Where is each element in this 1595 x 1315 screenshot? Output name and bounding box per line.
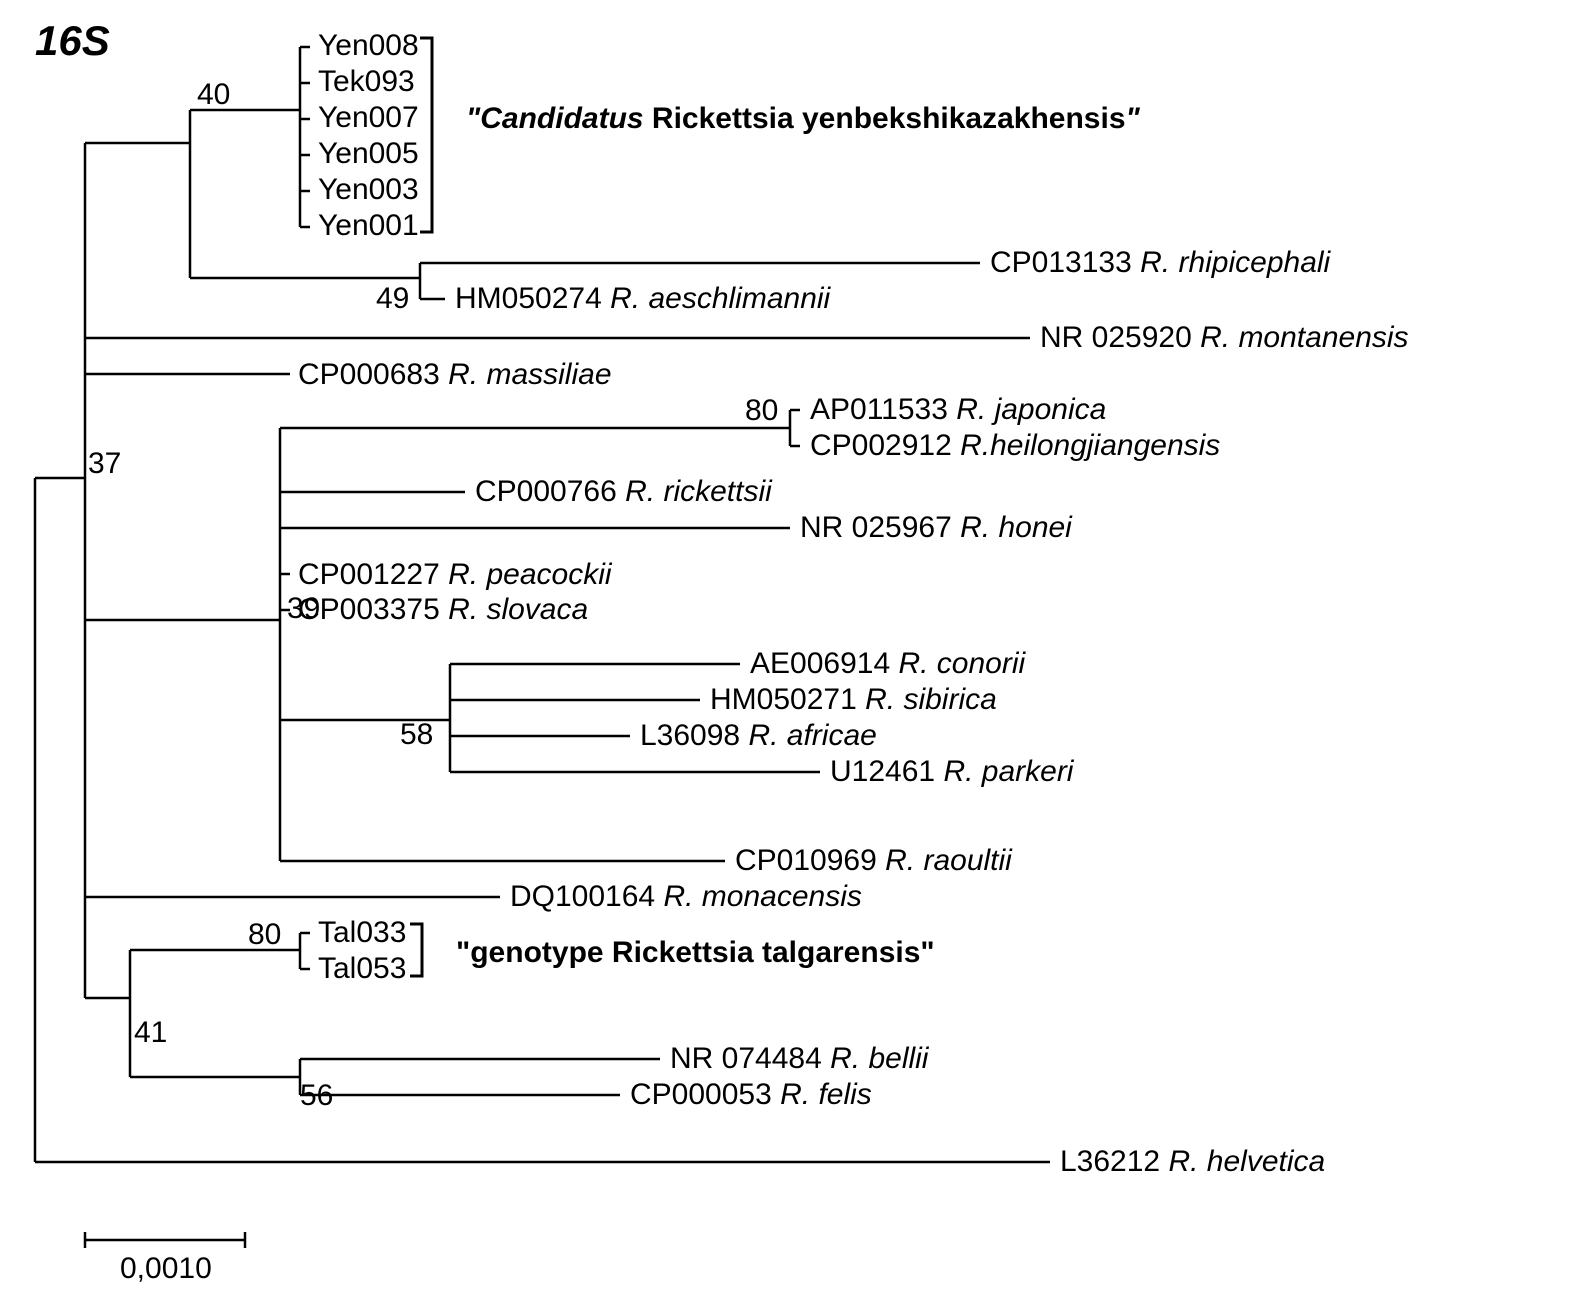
- tip-label-Tal033: Tal033: [318, 916, 406, 949]
- tip-label-felis: CP000053 R. felis: [630, 1078, 872, 1111]
- tip-label-honei: NR 025967 R. honei: [800, 511, 1073, 544]
- tip-label-sibir: HM050271 R. sibirica: [710, 683, 997, 716]
- tip-label-Yen003: Yen003: [318, 173, 419, 206]
- tip-label-aesch: HM050274 R. aeschlimannii: [455, 282, 832, 315]
- bootstrap-value: 49: [376, 282, 409, 315]
- tip-label-afric: L36098 R. africae: [640, 719, 877, 752]
- bootstrap-value: 80: [248, 918, 281, 951]
- tip-label-mont: NR 025920 R. montanensis: [1040, 321, 1409, 354]
- tip-label-raoult: CP010969 R. raoultii: [735, 844, 1013, 877]
- bootstrap-value: 37: [88, 447, 121, 480]
- yen-bracket: [420, 38, 432, 232]
- tip-label-park: U12461 R. parkeri: [830, 755, 1075, 788]
- tip-label-heilo: CP002912 R.heilongjiangensis: [810, 429, 1220, 462]
- bootstrap-value: 80: [745, 394, 778, 427]
- tip-label-massi: CP000683 R. massiliae: [298, 358, 612, 391]
- tip-label-Yen008: Yen008: [318, 29, 419, 62]
- tal-bracket-label: "genotype Rickettsia talgarensis": [456, 936, 935, 969]
- phylogenetic-tree: 16S404937803958804156Yen008Tek093Yen007Y…: [0, 0, 1595, 1315]
- tip-label-Tal053: Tal053: [318, 952, 406, 985]
- bootstrap-value: 56: [300, 1079, 333, 1112]
- scale-bar-label: 0,0010: [120, 1252, 212, 1285]
- bootstrap-value: 41: [134, 1016, 167, 1049]
- bootstrap-value: 40: [197, 78, 230, 111]
- tip-label-bell: NR 074484 R. bellii: [670, 1042, 930, 1075]
- tip-label-helv: L36212 R. helvetica: [1060, 1145, 1325, 1178]
- tip-label-conor: AE006914 R. conorii: [750, 647, 1027, 680]
- tal-bracket: [410, 924, 422, 976]
- bootstrap-value: 58: [400, 718, 433, 751]
- gene-title: 16S: [35, 17, 110, 64]
- tip-label-rhipi: CP013133 R. rhipicephali: [990, 246, 1332, 279]
- tip-label-Tek093: Tek093: [318, 65, 415, 98]
- tip-label-rick: CP000766 R. rickettsii: [475, 475, 773, 508]
- tip-label-monac: DQ100164 R. monacensis: [510, 880, 862, 913]
- yen-bracket-label: "Candidatus Rickettsia yenbekshikazakhen…: [466, 102, 1141, 135]
- tip-label-slov: CP003375 R. slovaca: [298, 593, 588, 626]
- tip-label-Yen001: Yen001: [318, 209, 419, 242]
- tip-label-Yen007: Yen007: [318, 101, 419, 134]
- tip-label-jap: AP011533 R. japonica: [810, 393, 1106, 426]
- tip-label-Yen005: Yen005: [318, 137, 419, 170]
- tip-label-peac: CP001227 R. peacockii: [298, 558, 613, 591]
